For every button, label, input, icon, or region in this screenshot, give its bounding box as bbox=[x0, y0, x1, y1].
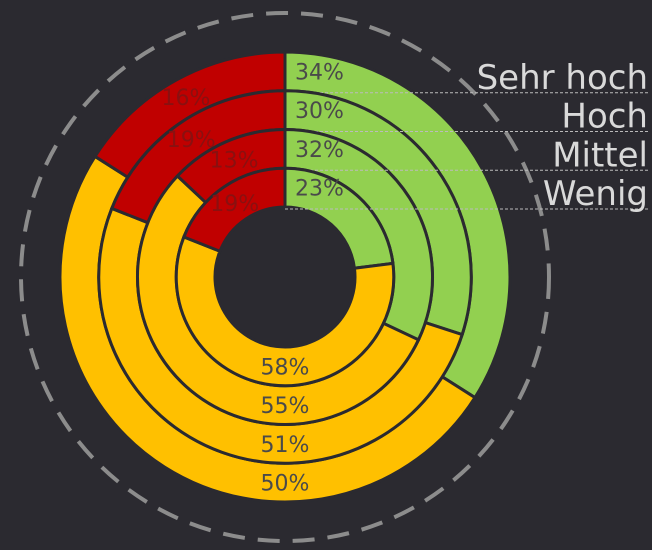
value-label: 19% bbox=[210, 192, 259, 217]
legend-label: Mittel bbox=[552, 135, 648, 175]
value-label: 51% bbox=[261, 433, 310, 458]
value-label: 55% bbox=[261, 394, 310, 419]
value-label: 30% bbox=[295, 99, 344, 124]
value-label: 32% bbox=[295, 138, 344, 163]
ring-segment bbox=[174, 235, 396, 388]
value-label: 58% bbox=[261, 355, 310, 380]
ring-segment bbox=[181, 166, 287, 254]
value-label: 50% bbox=[261, 472, 310, 497]
value-label: 16% bbox=[161, 86, 210, 111]
value-label: 34% bbox=[295, 60, 344, 85]
legend-label: Hoch bbox=[561, 97, 648, 137]
value-label: 19% bbox=[167, 128, 216, 153]
legend-label: Sehr hoch bbox=[477, 58, 648, 98]
dashed-ring bbox=[19, 11, 551, 543]
value-label: 23% bbox=[295, 177, 344, 202]
legend-label: Wenig bbox=[543, 174, 648, 214]
value-label: 13% bbox=[210, 148, 259, 173]
